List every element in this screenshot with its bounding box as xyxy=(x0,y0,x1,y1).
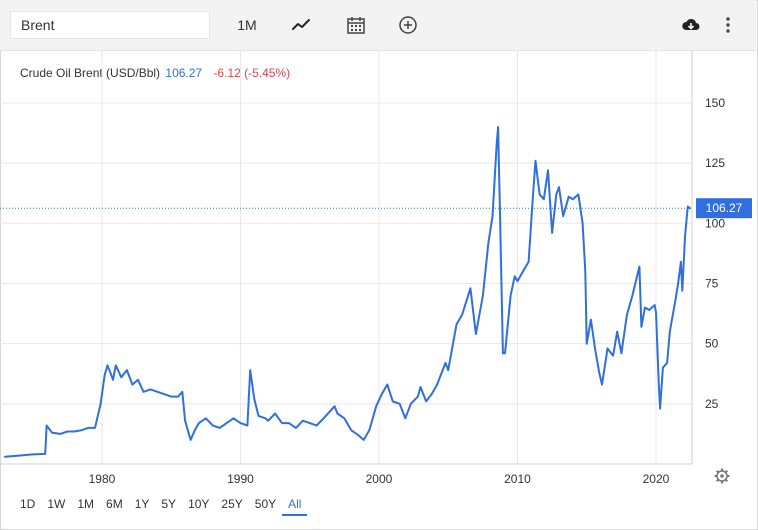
calendar-icon[interactable] xyxy=(345,14,367,36)
range-button-25y[interactable]: 25Y xyxy=(221,497,243,511)
x-tick-label: 2010 xyxy=(504,472,531,486)
price-series-line xyxy=(4,126,691,458)
y-tick-label: 100 xyxy=(705,216,725,230)
range-button-6m[interactable]: 6M xyxy=(106,497,123,511)
y-tick-label: 25 xyxy=(705,397,719,411)
add-circle-icon[interactable] xyxy=(397,14,419,36)
range-button-5y[interactable]: 5Y xyxy=(161,497,177,511)
price-chart[interactable]: 25 50 75 100 125 150 1980 1990 2000 2010 2020 106.… xyxy=(0,50,756,490)
range-button-1m[interactable]: 1M xyxy=(77,497,95,511)
download-icon[interactable] xyxy=(680,14,702,36)
legend-price: 106.27 xyxy=(165,66,203,80)
range-button-1d[interactable]: 1D xyxy=(20,497,36,511)
toolbar: Brent 1M xyxy=(0,0,756,51)
x-tick-label: 2020 xyxy=(643,472,670,486)
symbol-search-input[interactable]: Brent xyxy=(10,11,210,39)
chart-settings-icon[interactable] xyxy=(714,468,730,484)
axis-labels: 25 50 75 100 125 150 1980 1990 2000 2010 2020 xyxy=(89,96,726,486)
time-range-selector: 1D 1W 1M 6M 1Y 5Y 10Y 25Y 50Y All xyxy=(14,494,308,516)
chart-legend: Crude Oil Brent (USD/Bbl) 106.27 -6.12 (… xyxy=(20,66,290,80)
x-tick-label: 1980 xyxy=(89,472,116,486)
y-tick-label: 150 xyxy=(705,96,725,110)
range-button-all[interactable]: All xyxy=(282,494,308,516)
series-layer xyxy=(4,126,691,458)
current-value-label: 106.27 xyxy=(706,201,743,215)
y-tick-label: 125 xyxy=(705,156,725,170)
range-button-10y[interactable]: 10Y xyxy=(188,497,210,511)
legend-name: Crude Oil Brent (USD/Bbl) xyxy=(20,66,161,80)
legend-change: -6.12 (-5.45%) xyxy=(213,66,291,80)
range-button-1w[interactable]: 1W xyxy=(47,497,66,511)
grid-lines xyxy=(0,50,693,465)
interval-button[interactable]: 1M xyxy=(237,17,257,33)
x-tick-label: 2000 xyxy=(366,472,393,486)
current-value-badge xyxy=(696,198,752,219)
current-value-marker: 106.27 xyxy=(0,198,752,219)
line-chart-icon[interactable] xyxy=(290,14,312,36)
more-vertical-icon[interactable] xyxy=(717,14,739,36)
x-tick-label: 1990 xyxy=(227,472,254,486)
y-tick-label: 75 xyxy=(705,276,719,290)
range-button-50y[interactable]: 50Y xyxy=(254,497,277,511)
y-tick-label: 50 xyxy=(705,337,719,351)
range-button-1y[interactable]: 1Y xyxy=(134,497,150,511)
